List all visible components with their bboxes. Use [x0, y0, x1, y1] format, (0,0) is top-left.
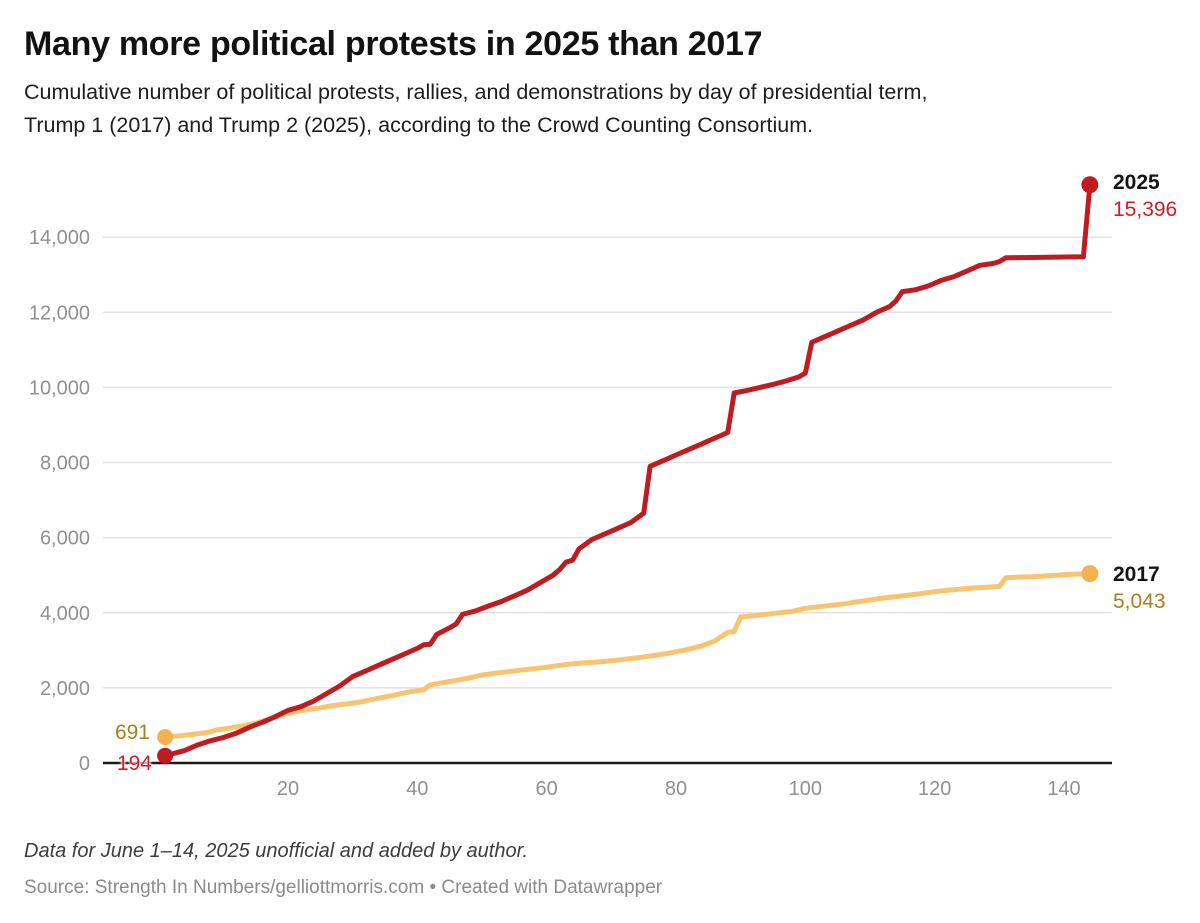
chart-footnote: Data for June 1–14, 2025 unofficial and …	[24, 840, 529, 862]
x-tick-label: 40	[406, 778, 428, 800]
y-tick-label: 12,000	[29, 302, 90, 324]
series-label-2017: 2017	[1113, 563, 1160, 586]
y-tick-label: 10,000	[29, 377, 90, 399]
start-dot-2025	[157, 747, 174, 764]
chart-header: Many more political protests in 2025 tha…	[24, 24, 1184, 142]
start-dot-2017	[157, 729, 174, 746]
y-tick-label: 4,000	[40, 603, 90, 625]
series-start-value-2017: 691	[114, 721, 150, 744]
y-tick-label: 0	[79, 753, 90, 775]
series-line-2025	[162, 182, 1093, 759]
chart-subtitle-line-1: Cumulative number of political protests,…	[24, 80, 928, 104]
series-end-value-2025: 15,396	[1113, 198, 1178, 221]
x-tick-label: 120	[918, 778, 951, 800]
end-dot-2017	[1081, 565, 1099, 583]
x-tick-label: 80	[665, 778, 687, 800]
y-tick-label: 14,000	[29, 227, 90, 249]
x-tick-label: 60	[536, 778, 558, 800]
chart-subtitle-line-2: Trump 1 (2017) and Trump 2 (2025), accor…	[24, 113, 814, 137]
chart-title: Many more political protests in 2025 tha…	[24, 25, 763, 63]
y-tick-label: 2,000	[40, 678, 90, 700]
y-tick-label: 8,000	[40, 453, 90, 475]
x-tick-label: 100	[789, 778, 822, 800]
series-label-2025: 2025	[1113, 171, 1160, 194]
chart-source-line: Source: Strength In Numbers/gelliottmorr…	[24, 877, 663, 898]
x-tick-label: 20	[277, 778, 299, 800]
series-end-value-2017: 5,043	[1113, 590, 1166, 613]
series-line-2017	[162, 571, 1093, 740]
end-dot-2025	[1081, 176, 1099, 194]
x-tick-label: 140	[1047, 778, 1080, 800]
series-start-value-2025: 194	[116, 752, 152, 775]
y-tick-label: 6,000	[40, 528, 90, 550]
